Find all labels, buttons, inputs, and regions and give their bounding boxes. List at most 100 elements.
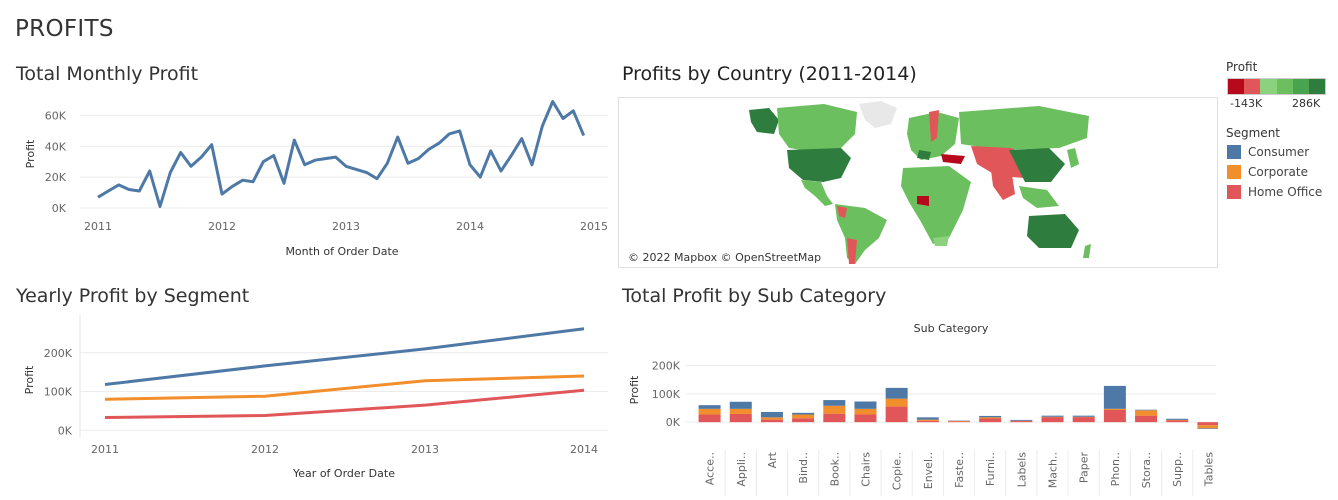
- bar-segment-home-office: [1072, 417, 1095, 423]
- bar-segment-corporate: [885, 398, 908, 407]
- bar-segment-home-office: [1010, 421, 1033, 423]
- bar-segment-home-office: [1166, 420, 1189, 423]
- nigeria-shape: [917, 196, 929, 206]
- bar-segment-home-office: [1197, 422, 1218, 426]
- profit-legend-min: -143K: [1230, 97, 1263, 110]
- bar-segment-corporate: [1166, 419, 1189, 421]
- bar-segment-consumer: [979, 415, 1002, 418]
- usa-shape: [787, 148, 851, 182]
- western-europe-shape: [917, 150, 931, 160]
- category-label: Labels: [1015, 452, 1028, 488]
- x-tick-label: 2013: [411, 443, 439, 456]
- bar-segment-corporate: [1197, 425, 1218, 429]
- x-tick-label: 2012: [251, 443, 279, 456]
- bar-segment-corporate: [979, 417, 1002, 419]
- y-tick-label: 100K: [652, 388, 681, 401]
- new-zealand-shape: [1083, 244, 1091, 258]
- monthly-chart-title: Total Monthly Profit: [16, 63, 199, 85]
- monthly-profit-chart[interactable]: 0K 20K 40K 60K 2011 2012 2013 2014 2015 Profit Mon…: [0, 98, 610, 270]
- bar-segment-corporate: [760, 417, 783, 420]
- dashboard-title: PROFITS: [15, 16, 114, 42]
- profit-legend-max: 286K: [1292, 97, 1321, 110]
- china-shape: [1009, 148, 1065, 182]
- y-tick-label: 0K: [52, 202, 67, 215]
- series-line-home-office: [104, 388, 585, 419]
- bar-segment-home-office: [854, 414, 877, 423]
- australia-shape: [1027, 214, 1079, 248]
- colombia-shape: [837, 206, 847, 218]
- argentina-shape: [847, 238, 857, 264]
- africa-shape: [901, 166, 971, 244]
- x-tick-label: 2014: [570, 443, 598, 456]
- legend-label: Consumer: [1248, 145, 1310, 159]
- y-tick-label: 0K: [58, 424, 73, 437]
- bar-segment-consumer: [1197, 428, 1218, 429]
- bar-segment-corporate: [1135, 410, 1158, 416]
- mexico-shape: [801, 180, 833, 206]
- bar-segment-corporate: [729, 408, 752, 414]
- alaska-shape: [749, 108, 779, 134]
- russia-shape: [959, 106, 1089, 150]
- yearly-chart-title: Yearly Profit by Segment: [16, 285, 250, 307]
- segment-legend: Consumer Corporate Home Office: [1227, 142, 1322, 202]
- profit-scale-step: [1292, 79, 1309, 94]
- category-label: Acce..: [704, 452, 717, 485]
- bar-segment-consumer: [1041, 415, 1064, 417]
- subcat-chart-title: Total Profit by Sub Category: [622, 285, 887, 307]
- bar-segment-consumer: [823, 400, 846, 406]
- bar-segment-corporate: [1103, 408, 1126, 410]
- bar-segment-home-office: [916, 420, 939, 423]
- bar-segment-corporate: [854, 408, 877, 415]
- legend-swatch: [1227, 185, 1241, 199]
- profit-scale-step: [1228, 79, 1245, 94]
- southeast-asia-shape: [1019, 186, 1059, 208]
- profit-scale-step: [1260, 79, 1277, 94]
- bar-segment-consumer: [1135, 409, 1158, 411]
- category-label: Faste..: [953, 452, 966, 488]
- category-label: Art: [766, 451, 779, 468]
- bar-segment-consumer: [698, 405, 721, 409]
- y-axis-title: Profit: [628, 375, 641, 404]
- series-line-corporate: [104, 374, 585, 401]
- bar-segment-home-office: [729, 413, 752, 423]
- world-map-graphic: [749, 101, 1091, 264]
- category-label: Copie..: [891, 452, 904, 490]
- bar-segment-consumer: [792, 412, 815, 415]
- category-label: Stora..: [1140, 452, 1153, 488]
- category-label: Supp..: [1171, 452, 1184, 487]
- category-label: Bind..: [797, 452, 810, 484]
- x-tick-label: 2011: [91, 443, 119, 456]
- world-map[interactable]: © 2022 Mapbox © OpenStreetMap: [618, 97, 1218, 268]
- bar-segment-consumer: [1166, 418, 1189, 420]
- south-africa-shape: [933, 236, 949, 246]
- y-tick-label: 200K: [44, 347, 73, 360]
- legend-item-home-office[interactable]: Home Office: [1227, 182, 1322, 202]
- map-title: Profits by Country (2011-2014): [622, 63, 917, 85]
- bar-segment-home-office: [1103, 409, 1126, 423]
- profit-scale-step: [1276, 79, 1293, 94]
- bar-segment-consumer: [1103, 385, 1126, 409]
- greenland-shape: [859, 101, 897, 128]
- series-line-consumer: [104, 327, 585, 386]
- scandinavia-shape: [929, 110, 939, 142]
- bar-segment-home-office: [1041, 417, 1064, 423]
- legend-item-consumer[interactable]: Consumer: [1227, 142, 1322, 162]
- x-tick-label: 2013: [332, 220, 360, 233]
- subcategory-chart[interactable]: Sub Category 0K 100K 200K Profit Acce.. Appli.…: [618, 310, 1218, 498]
- map-attribution: © 2022 Mapbox © OpenStreetMap: [626, 251, 824, 264]
- profit-scale-step: [1308, 79, 1326, 94]
- x-axis-title: Month of Order Date: [285, 245, 398, 258]
- yearly-segment-chart[interactable]: 0K 100K 200K 2011 2012 2013 2014 Profit Year of …: [0, 310, 610, 495]
- y-tick-label: 40K: [45, 140, 67, 153]
- bar-segment-home-office: [823, 413, 846, 423]
- profit-color-scale: [1227, 78, 1326, 95]
- bar-segment-home-office: [792, 418, 815, 423]
- bar-segment-consumer: [760, 411, 783, 418]
- category-label: Book..: [828, 452, 841, 486]
- y-tick-label: 20K: [45, 171, 67, 184]
- india-shape: [991, 168, 1015, 200]
- bar-segment-consumer: [1010, 419, 1033, 421]
- bar-segment-corporate: [916, 419, 939, 421]
- legend-item-corporate[interactable]: Corporate: [1227, 162, 1322, 182]
- bar-segment-home-office: [698, 414, 721, 423]
